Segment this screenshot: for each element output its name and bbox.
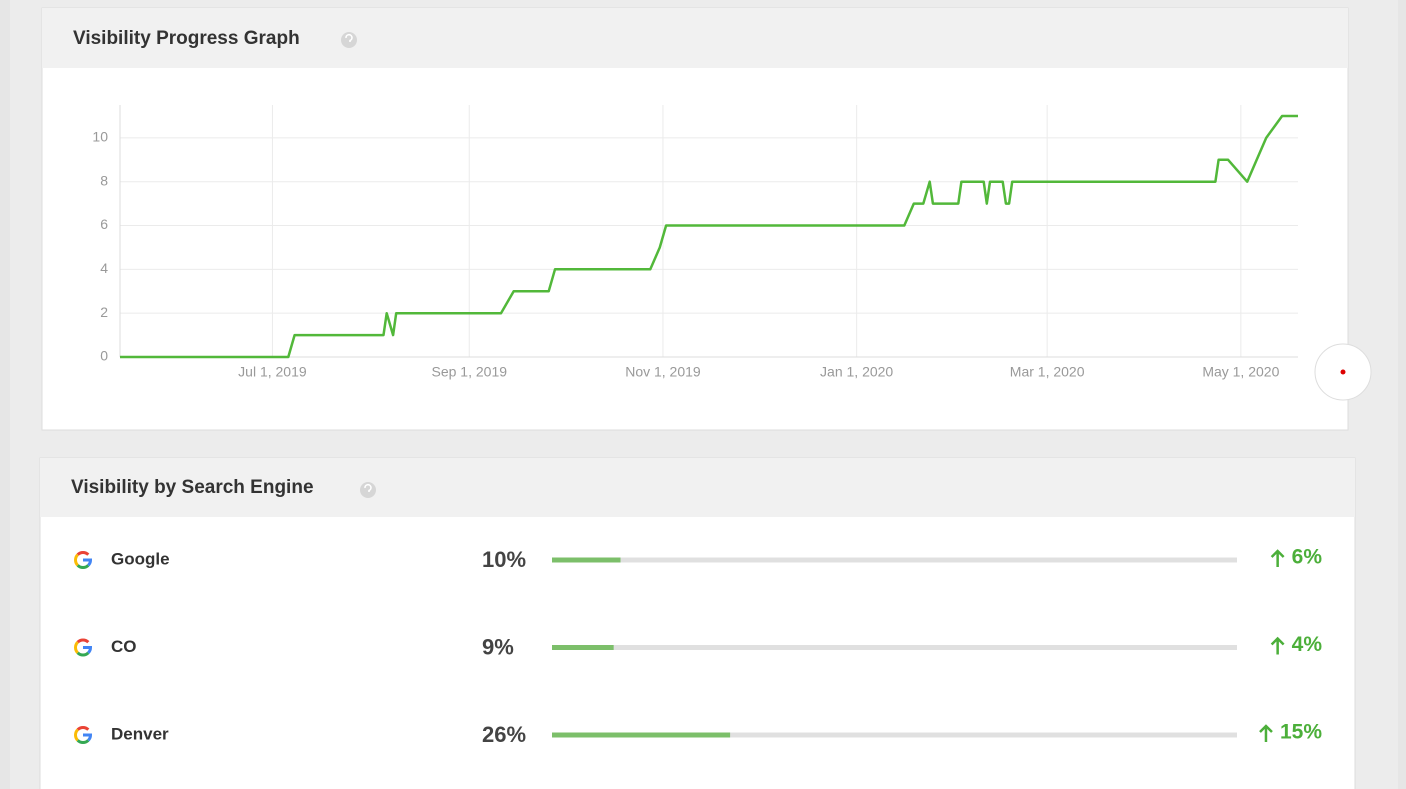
share-bar xyxy=(552,645,614,650)
y-tick-label: 8 xyxy=(100,172,108,188)
engine-name: CO xyxy=(111,637,137,656)
engine-name: Denver xyxy=(111,724,169,743)
panel-title: Visibility Progress Graph xyxy=(73,28,300,49)
google-logo xyxy=(74,638,93,657)
x-tick-label: May 1, 2020 xyxy=(1202,364,1279,380)
bar-track xyxy=(552,732,1237,738)
y-tick-label: 4 xyxy=(100,260,108,276)
up-arrow xyxy=(1270,549,1285,567)
graph-panel xyxy=(41,7,1349,431)
share-bar xyxy=(552,557,621,563)
engine-rows: Google 10% 6% CO 9% 4% Denver 26% 15% xyxy=(74,546,1323,747)
help-icon[interactable] xyxy=(341,32,357,48)
share-bar xyxy=(552,732,731,738)
logo-blue xyxy=(83,646,93,654)
x-tick-label: Mar 1, 2020 xyxy=(1010,364,1085,380)
engine-name: Google xyxy=(111,549,170,568)
y-tick-label: 10 xyxy=(92,129,108,145)
change-label: 4% xyxy=(1292,633,1323,656)
logo-green xyxy=(76,564,90,569)
graph-panel-header xyxy=(42,8,1348,68)
bar-track xyxy=(552,557,1237,563)
line-chart: 0 2 4 6 8 10 Jul 1, 2019 Sep 1, 2019 Nov 1, 2019… xyxy=(92,105,1298,380)
logo-green xyxy=(76,651,90,657)
google-logo xyxy=(74,726,93,744)
x-tick-label: Sep 1, 2019 xyxy=(432,364,508,380)
engine-panel-header xyxy=(40,458,1355,517)
logo-blue xyxy=(83,733,93,742)
help-icon[interactable] xyxy=(360,482,376,498)
share-label: 26% xyxy=(482,722,526,747)
change-label: 15% xyxy=(1280,721,1322,744)
share-label: 10% xyxy=(482,547,526,572)
up-arrow xyxy=(1259,724,1273,742)
logo-blue xyxy=(83,558,93,567)
logo-green xyxy=(76,739,90,744)
up-arrow xyxy=(1270,636,1285,655)
google-logo xyxy=(74,551,93,569)
y-tick-label: 6 xyxy=(100,216,108,232)
logo-red xyxy=(76,551,90,556)
logo-yellow xyxy=(74,553,79,567)
y-tick-label: 0 xyxy=(100,348,108,364)
share-label: 9% xyxy=(482,634,514,659)
x-tick-label: Jul 1, 2019 xyxy=(238,364,307,380)
logo-red xyxy=(76,726,90,731)
y-tick-label: 2 xyxy=(100,304,108,320)
data-line xyxy=(120,114,1298,359)
logo-red xyxy=(76,638,90,644)
x-tick-label: Jan 1, 2020 xyxy=(820,364,893,380)
cursor-dot xyxy=(1340,369,1346,375)
bar-track xyxy=(552,645,1237,650)
logo-yellow xyxy=(74,641,79,654)
change-label: 6% xyxy=(1292,546,1323,569)
logo-yellow xyxy=(74,728,79,742)
panel-title: Visibility by Search Engine xyxy=(71,477,314,498)
x-tick-label: Nov 1, 2019 xyxy=(625,364,701,380)
